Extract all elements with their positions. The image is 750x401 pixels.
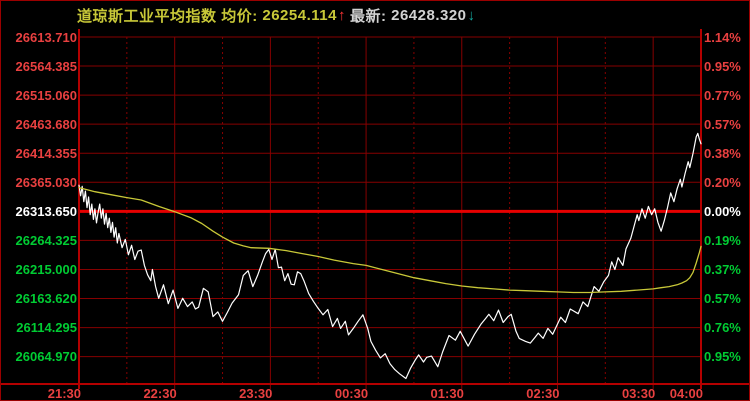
last-price-value: 26428.320 (391, 6, 467, 24)
down-arrow-icon: ↓ (467, 6, 476, 24)
up-arrow-icon: ↑ (337, 6, 346, 24)
avg-price-value: 26254.114 (262, 6, 337, 24)
chart-title-bar: 道琼斯工业平均指数 均价: 26254.114 ↑ 最新: 26428.320 ↓ (77, 5, 476, 25)
price-line (78, 132, 702, 380)
index-name-label: 道琼斯工业平均指数 (77, 7, 217, 25)
avg_price-line (78, 186, 702, 294)
last-price-label: 最新: (349, 7, 387, 25)
avg-price-label: 均价: (221, 7, 258, 25)
